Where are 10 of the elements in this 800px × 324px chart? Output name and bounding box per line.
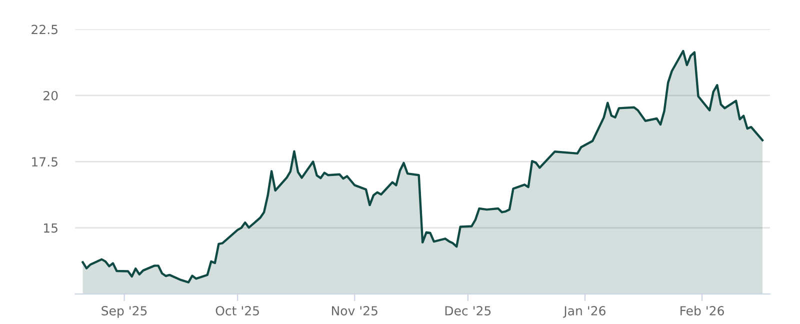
x-tick-label: Jan '26	[563, 306, 606, 318]
y-tick-label: 15	[44, 223, 58, 233]
x-tick-label: Sep '25	[102, 306, 147, 318]
x-tick-label: Oct '25	[216, 306, 259, 316]
x-tick-label: Feb '26	[680, 306, 724, 316]
x-tick-label: Dec '25	[445, 306, 491, 316]
y-tick-label: 20	[44, 90, 58, 100]
x-tick-label: Nov '25	[332, 306, 378, 316]
y-tick-label: 22.5	[32, 24, 58, 34]
y-tick-label: 17.5	[32, 157, 58, 167]
